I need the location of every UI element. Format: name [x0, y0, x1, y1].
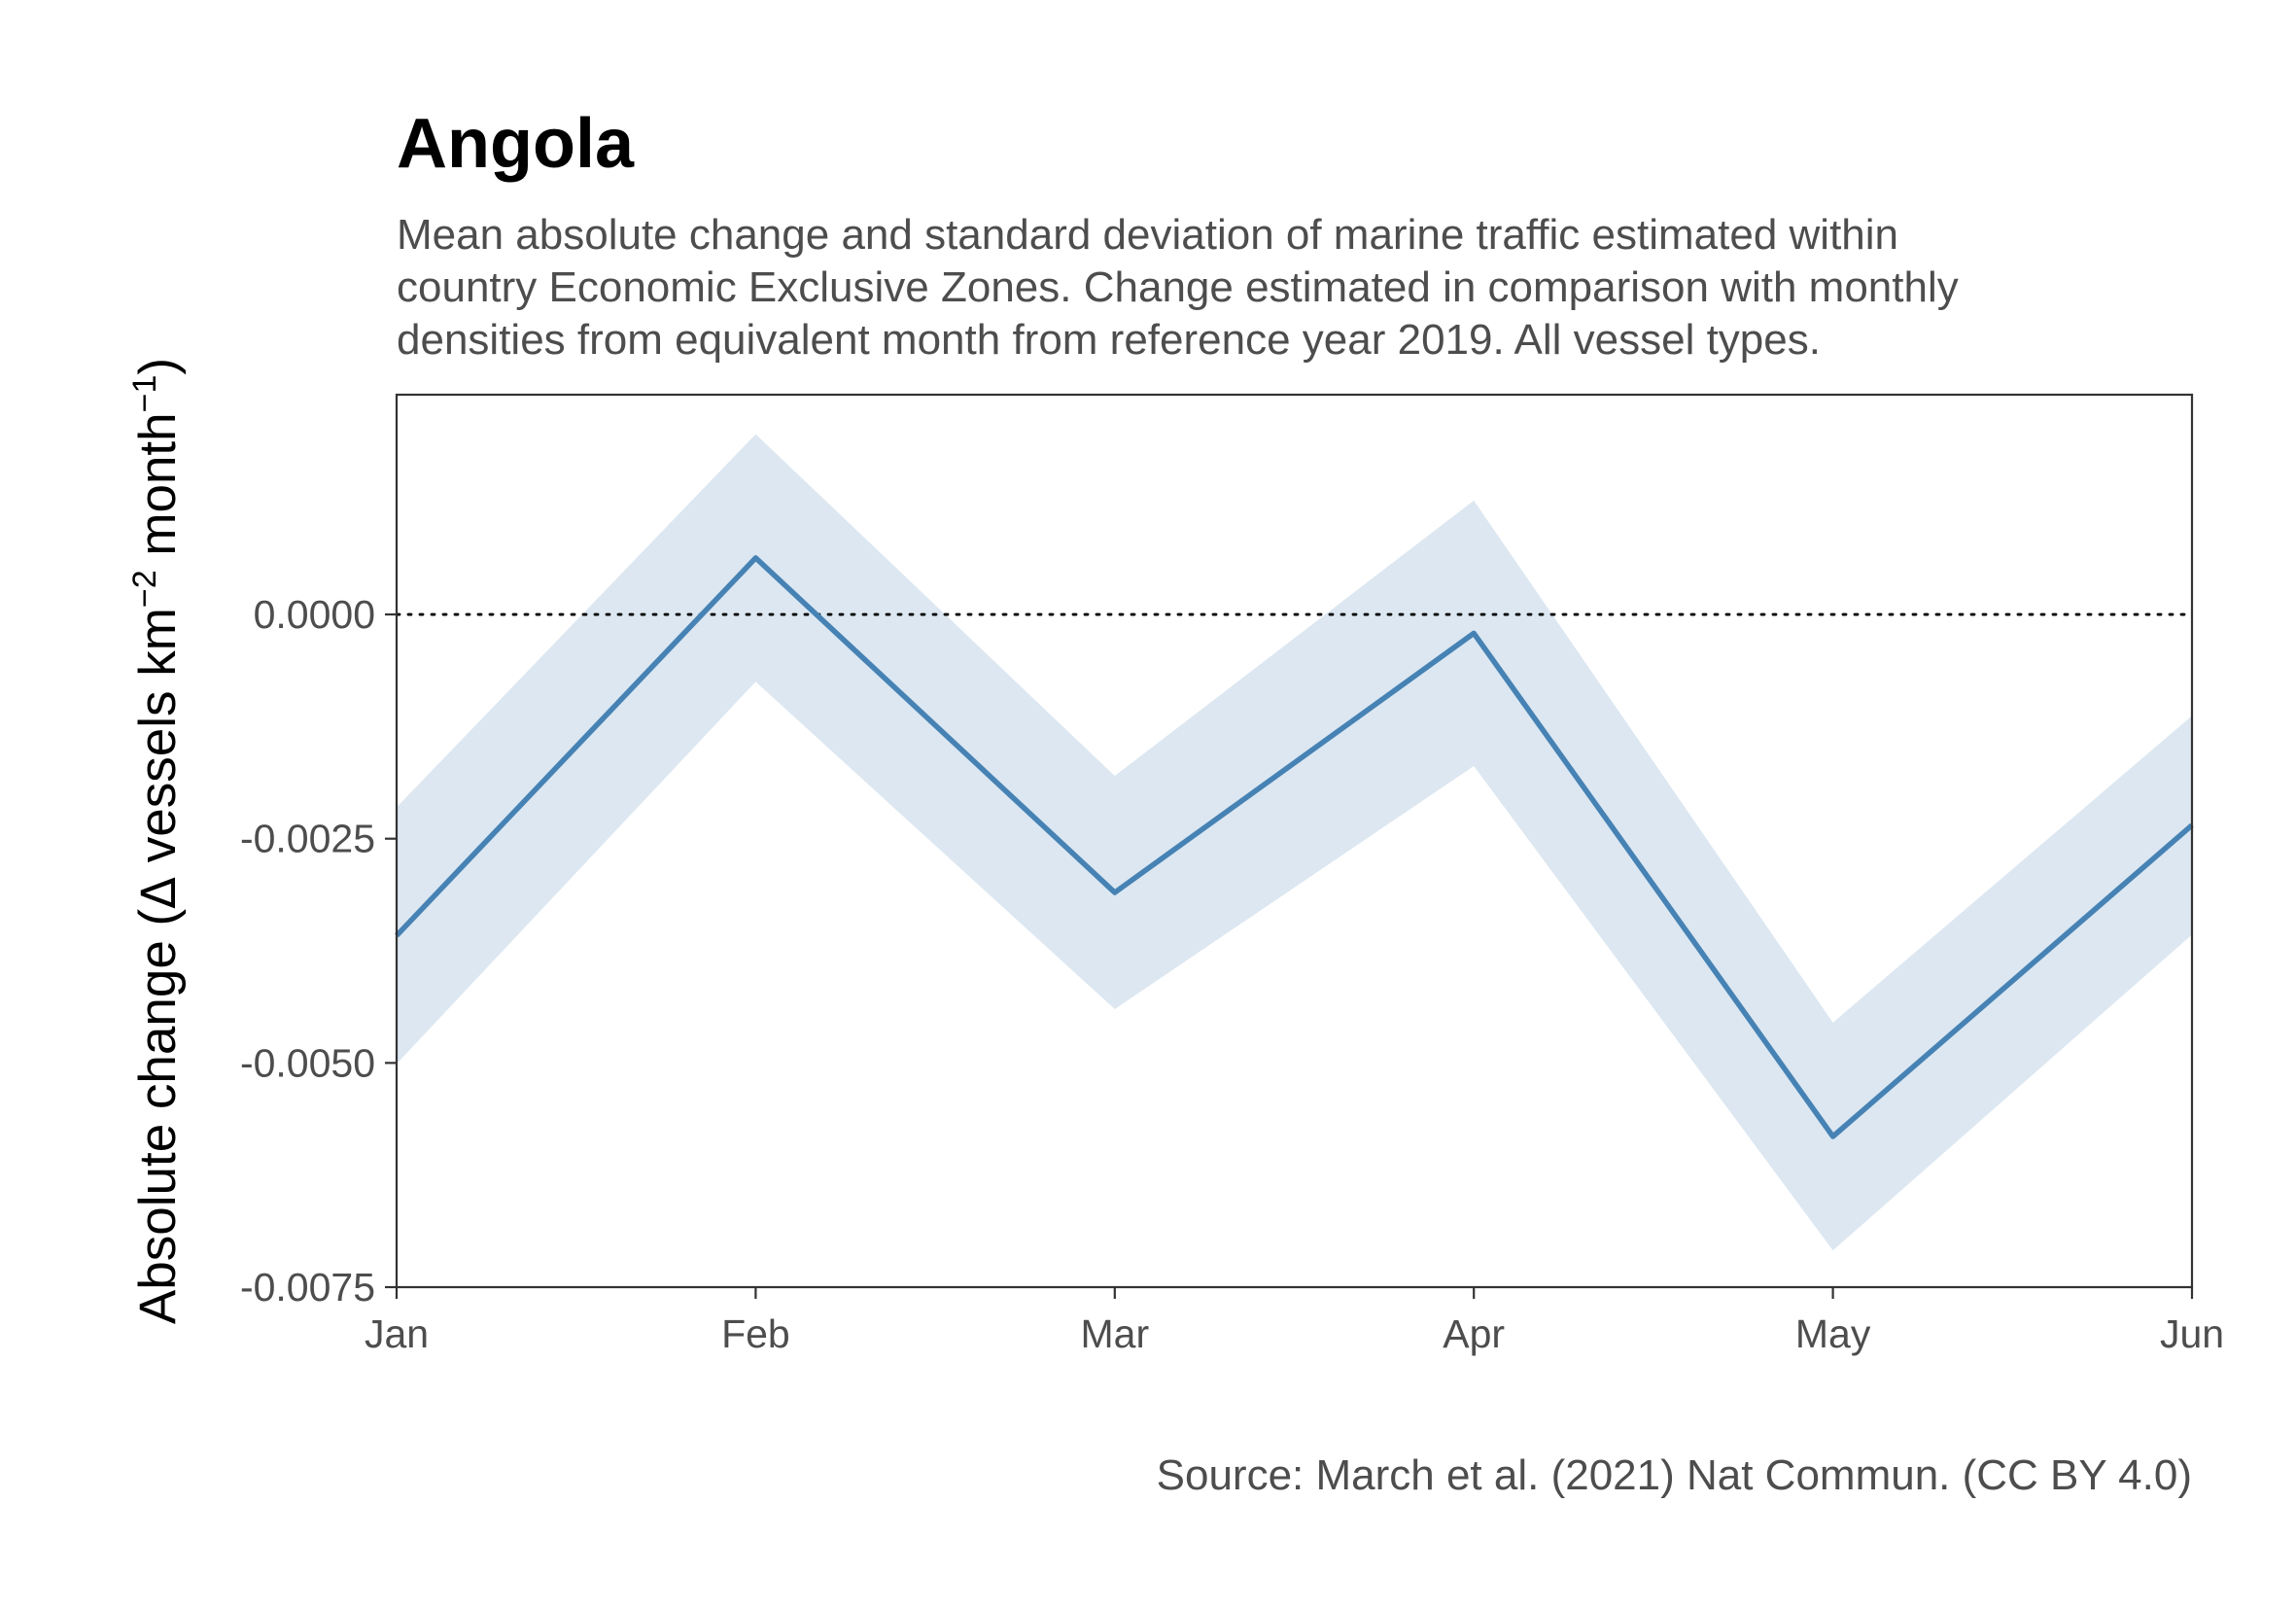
y-axis-label-vessels-km: vessels km — [129, 608, 187, 877]
x-tick-label-feb: Feb — [721, 1311, 790, 1356]
y-tick-label: 0.0000 — [254, 592, 375, 637]
x-axis: Jan Feb Mar Apr May Jun — [365, 1287, 2224, 1356]
x-tick-label-jun: Jun — [2160, 1311, 2224, 1356]
x-tick-label-may: May — [1795, 1311, 1871, 1356]
chart-title: Angola — [397, 105, 635, 183]
x-tick-label-jan: Jan — [365, 1311, 429, 1356]
sd-band-layer — [397, 434, 2192, 1251]
y-axis-label-suffix: ) — [129, 358, 187, 375]
sd-band — [397, 434, 2192, 1251]
y-tick-label: -0.0025 — [240, 817, 375, 861]
y-axis-label: Absolute change (Δ vessels km−2 month−1) — [126, 358, 187, 1324]
y-axis-label-delta: Δ — [132, 877, 187, 909]
chart-caption: Source: March et al. (2021) Nat Commun. … — [1157, 1451, 2192, 1499]
y-axis: 0.0000 -0.0025 -0.0050 -0.0075 — [240, 592, 397, 1310]
chart-subtitle-line-1: Mean absolute change and standard deviat… — [397, 211, 1898, 259]
y-axis-label-month: month — [129, 412, 187, 570]
y-axis-label-sup-km: −2 — [126, 570, 163, 608]
y-axis-label-prefix: Absolute change ( — [129, 908, 187, 1324]
x-tick-label-apr: Apr — [1443, 1311, 1505, 1356]
series-line — [395, 555, 2194, 1139]
chart-subtitle-line-3: densities from equivalent month from ref… — [397, 316, 1821, 364]
y-tick-label: -0.0075 — [240, 1265, 375, 1310]
x-tick-label-mar: Mar — [1080, 1311, 1149, 1356]
y-axis-label-sup-month: −1 — [126, 375, 163, 413]
plot-area: 0.0000 -0.0025 -0.0050 -0.0075 Jan Feb Mar Apr… — [240, 393, 2224, 1356]
chart-subtitle-line-2: country Economic Exclusive Zones. Change… — [397, 263, 1959, 311]
plot-border — [395, 393, 2194, 1289]
y-tick-label: -0.0050 — [240, 1040, 375, 1085]
